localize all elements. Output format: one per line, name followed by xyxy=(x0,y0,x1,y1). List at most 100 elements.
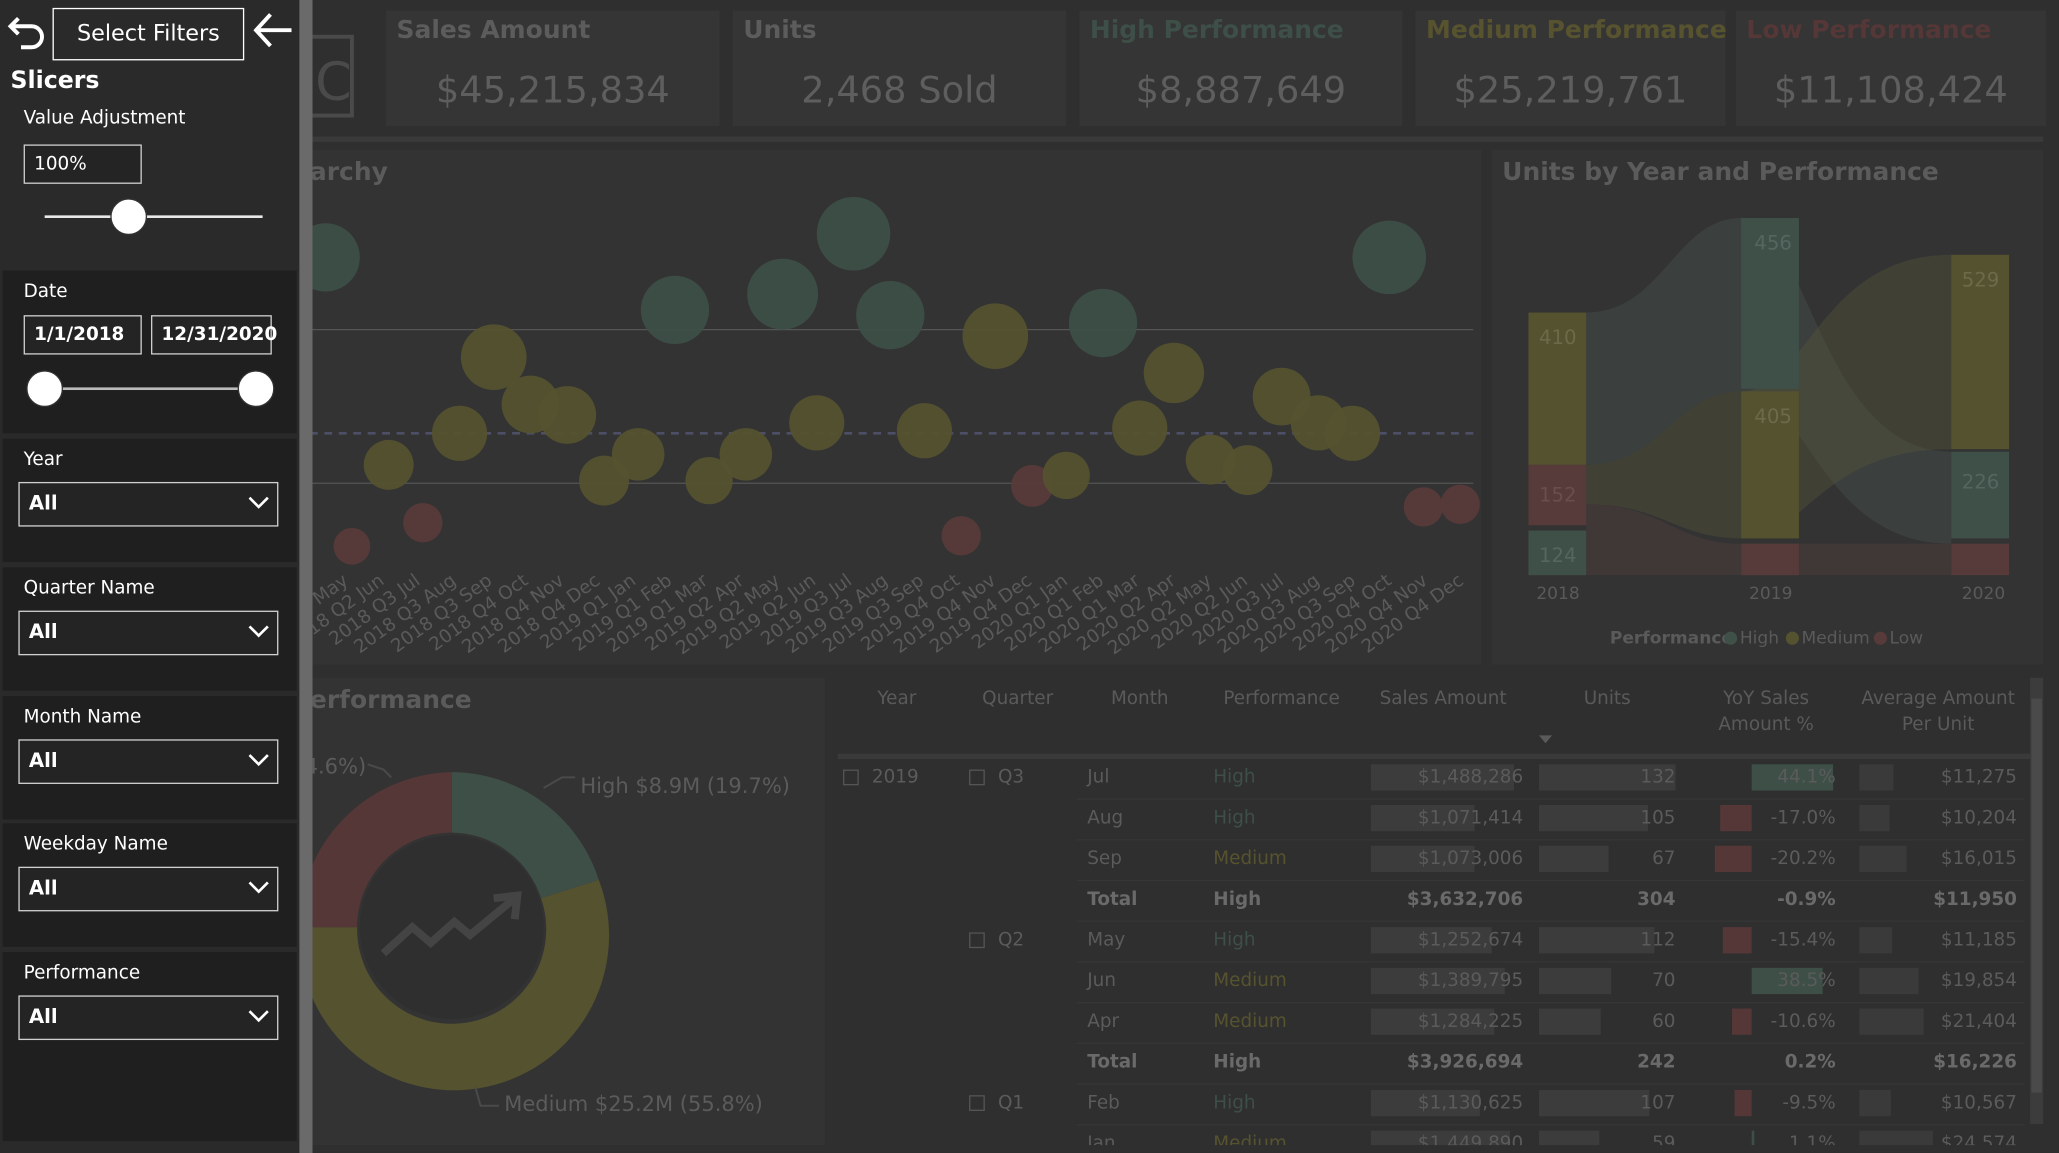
ribbon-chart-panel[interactable]: Units by Year and Performance 410 152 12… xyxy=(1491,149,2044,665)
value-adjustment-slicer: Value Adjustment 100% xyxy=(2,97,297,266)
units-databar xyxy=(1538,927,1655,954)
cell-performance: High xyxy=(1213,766,1256,788)
col-header-performance[interactable]: Performance xyxy=(1223,688,1340,710)
units-databar xyxy=(1538,804,1648,832)
quarter-dropdown[interactable]: All xyxy=(18,610,279,656)
yoy-databar xyxy=(1722,927,1752,954)
cell-month: Jul xyxy=(1087,766,1110,788)
matrix-table[interactable]: Year Quarter Month Performance Sales Amo… xyxy=(835,677,2046,1146)
performance-dropdown[interactable]: All xyxy=(18,995,279,1041)
units-databar xyxy=(1538,1089,1650,1117)
scatter-bubble xyxy=(1042,451,1090,500)
kpi-card-units[interactable]: Units 2,468 Sold xyxy=(732,10,1067,127)
col-header-month[interactable]: Month xyxy=(1110,688,1169,710)
scrollbar-thumb[interactable] xyxy=(2031,698,2042,1093)
row-header-quarter[interactable]: Q2 xyxy=(969,930,1024,951)
units-databar xyxy=(1538,764,1676,791)
cell-yoy: -15.4% xyxy=(1770,929,1836,951)
row-header-quarter[interactable]: Q3 xyxy=(969,767,1024,788)
performance-slicer: Performance All xyxy=(2,952,297,1142)
units-databar xyxy=(1538,845,1609,872)
col-header-yoy[interactable]: YoY Sales Amount % xyxy=(1718,688,1814,736)
avg-databar xyxy=(1859,967,1919,995)
value-adjustment-handle[interactable] xyxy=(110,198,148,236)
kpi-value: $8,887,649 xyxy=(1135,68,1347,112)
legend-title: Performance xyxy=(1610,628,1733,648)
matrix-table-panel[interactable]: Year Quarter Month Performance Sales Amo… xyxy=(835,677,2046,1146)
scatter-bubble xyxy=(941,516,981,556)
cell-yoy: -0.9% xyxy=(1777,889,1836,911)
cell-avg-per-unit: $21,404 xyxy=(1940,1011,2017,1033)
chevron-down-icon xyxy=(248,1010,269,1023)
year-tick: 2020 xyxy=(1962,584,2005,604)
table-scrollbar[interactable] xyxy=(2030,677,2044,1125)
row-header-year[interactable]: 2019 xyxy=(843,767,919,788)
quarter-label: Q1 xyxy=(997,1092,1025,1114)
cell-month: Aug xyxy=(1087,807,1124,829)
year-dropdown[interactable]: All xyxy=(18,481,279,527)
date-end-input[interactable]: 12/31/2020 xyxy=(151,315,277,355)
value-adjustment-input[interactable]: 100% xyxy=(23,144,142,184)
scatter-bubble xyxy=(1222,445,1273,496)
cell-performance: High xyxy=(1213,929,1256,951)
cell-avg-per-unit: $11,185 xyxy=(1940,929,2017,951)
date-end-handle[interactable] xyxy=(237,370,275,408)
collapse-icon[interactable] xyxy=(969,1095,985,1111)
back-button[interactable] xyxy=(3,8,53,58)
ribbon-label: 226 xyxy=(1962,471,2000,494)
sales-databar xyxy=(1370,927,1492,954)
kpi-card-high-performance[interactable]: High Performance $8,887,649 xyxy=(1079,10,1403,127)
row-divider xyxy=(1076,1083,2025,1085)
chevron-down-icon xyxy=(248,881,269,894)
date-start-handle[interactable] xyxy=(26,370,64,408)
date-range-track[interactable] xyxy=(44,387,258,391)
scatter-bubble xyxy=(611,428,665,481)
row-header-quarter[interactable]: Q1 xyxy=(969,1093,1024,1114)
scatter-bubble xyxy=(403,502,443,543)
col-header-avg-per-unit[interactable]: Average Amount Per Unit xyxy=(1861,688,2015,736)
cell-avg-per-unit: $10,204 xyxy=(1940,807,2017,829)
slicer-pane: Select Filters Slicers Value Adjustment … xyxy=(0,0,313,1153)
dropdown-value: All xyxy=(28,748,58,773)
month-dropdown[interactable]: All xyxy=(18,739,279,784)
donut-chart-panel[interactable]: erformance High $8.9M (19.7%) 4.6%) Medi… xyxy=(304,677,825,1146)
scatter-bubble xyxy=(1112,400,1168,456)
kpi-value: 2,468 Sold xyxy=(801,68,998,112)
weekday-dropdown[interactable]: All xyxy=(18,866,279,912)
legend-low: Low xyxy=(1890,628,1924,648)
collapse-icon[interactable] xyxy=(969,932,985,949)
chart-title: archy xyxy=(309,157,388,187)
cell-performance: High xyxy=(1213,1051,1262,1073)
col-header-sales-amount[interactable]: Sales Amount xyxy=(1379,688,1507,710)
value-adjustment-track[interactable] xyxy=(44,215,263,218)
yoy-databar xyxy=(1720,804,1752,832)
cell-month: Sep xyxy=(1087,848,1122,870)
col-header-units[interactable]: Units xyxy=(1583,688,1631,710)
cell-performance: Medium xyxy=(1213,1011,1287,1033)
col-header-quarter[interactable]: Quarter xyxy=(982,688,1054,710)
row-divider xyxy=(1076,879,2025,882)
close-pane-button[interactable] xyxy=(247,8,297,61)
avg-databar xyxy=(1859,764,1894,791)
col-header-year[interactable]: Year xyxy=(877,688,917,710)
collapse-icon[interactable] xyxy=(843,769,859,786)
date-start-input[interactable]: 1/1/2018 xyxy=(23,315,142,355)
kpi-card-medium-performance[interactable]: Medium Performance $25,219,761 xyxy=(1415,10,1727,127)
cell-performance: Medium xyxy=(1213,848,1287,870)
slicer-label: Date xyxy=(23,281,68,303)
cell-avg-per-unit: $19,854 xyxy=(1940,970,2017,992)
cell-units: 70 xyxy=(1652,970,1676,992)
kpi-label: Units xyxy=(743,15,817,45)
divider xyxy=(309,136,2044,142)
row-divider xyxy=(1076,1042,2025,1044)
cell-month: Apr xyxy=(1087,1011,1120,1033)
select-filters-button[interactable]: Select Filters xyxy=(52,7,245,61)
kpi-card-low-performance[interactable]: Low Performance $11,108,424 xyxy=(1735,10,2046,127)
collapse-icon[interactable] xyxy=(969,769,985,786)
cell-yoy: 0.2% xyxy=(1784,1051,1836,1073)
sales-databar xyxy=(1370,845,1475,872)
kpi-card-sales-amount[interactable]: Sales Amount $45,215,834 xyxy=(386,10,720,127)
